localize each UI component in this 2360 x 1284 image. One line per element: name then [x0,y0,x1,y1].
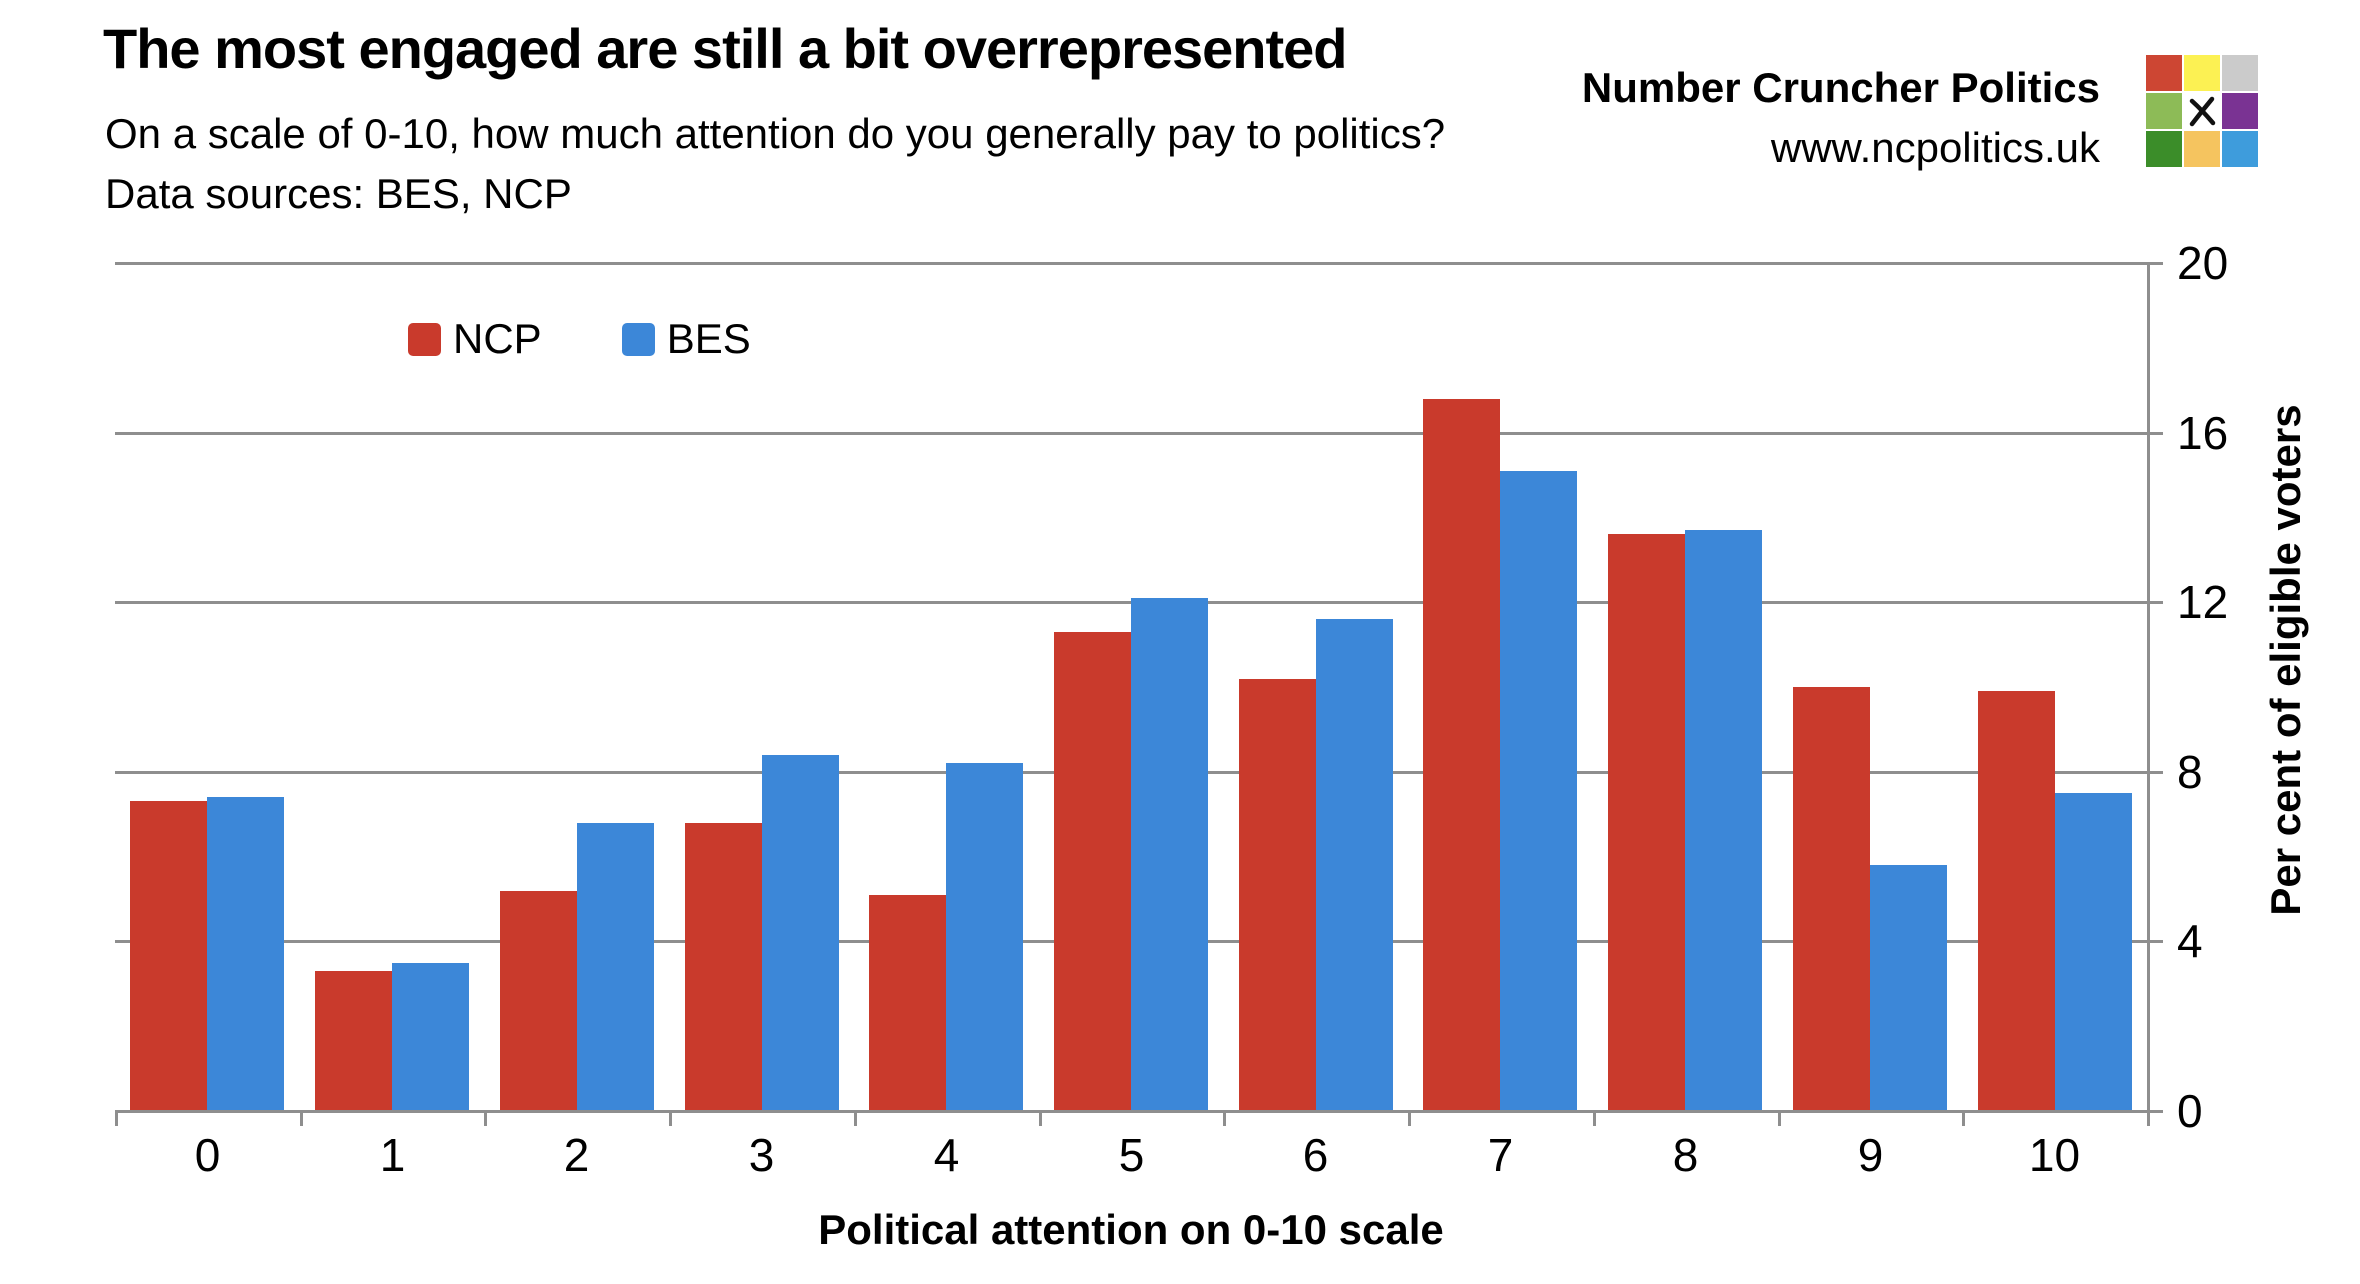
x-axis-title: Political attention on 0-10 scale [818,1206,1444,1253]
x-mark-icon [2189,96,2216,127]
x-tick-label-5: 5 [1118,1129,1145,1181]
logo-cell [2146,131,2182,167]
y-tick-label-0: 0 [2177,1085,2203,1137]
x-tick [115,1111,118,1126]
x-tick [1962,1111,1965,1126]
chart-subtitle: On a scale of 0-10, how much attention d… [105,110,1446,157]
bar-bes-1 [392,962,469,1111]
legend: NCP BES [408,315,751,363]
x-tick-label-0: 0 [194,1129,221,1181]
bar-bes-10 [2055,793,2132,1111]
y-tick [2147,601,2163,605]
y-tick-label-8: 8 [2177,745,2203,798]
y-axis-line [2147,263,2150,1125]
logo-cell [2222,55,2258,91]
y-tick [2147,1110,2163,1113]
bar-ncp-4 [869,894,946,1111]
subtitle-block: On a scale of 0-10, how much attention d… [105,104,1445,224]
x-tick-label-3: 3 [748,1129,775,1181]
x-tick [2147,1111,2150,1126]
bar-ncp-6 [1239,678,1316,1111]
bar-ncp-0 [130,801,207,1111]
x-tick-label-2: 2 [563,1129,590,1181]
x-tick [1778,1111,1781,1126]
bar-bes-8 [1685,530,1762,1111]
bar-ncp-8 [1608,534,1685,1111]
logo-cell [2184,55,2220,91]
x-tick [854,1111,857,1126]
x-tick [484,1111,487,1126]
x-tick-label-6: 6 [1302,1129,1329,1181]
logo-cell-x [2184,93,2220,129]
x-tick [1039,1111,1042,1126]
y-tick [2147,770,2163,774]
data-sources-note: Data sources: BES, NCP [105,170,572,217]
gridline-16 [115,431,2147,435]
brand-block: Number Cruncher Politics www.ncpolitics.… [1582,58,2100,178]
x-tick-label-8: 8 [1672,1129,1699,1181]
bar-bes-0 [207,797,284,1111]
bar-bes-7 [1500,470,1577,1111]
brand-url: www.ncpolitics.uk [1770,124,2100,171]
x-tick-label-9: 9 [1857,1129,1884,1181]
x-tick [669,1111,672,1126]
x-tick-label-4: 4 [933,1129,960,1181]
bar-bes-3 [762,754,839,1111]
y-tick-label-12: 12 [2177,576,2229,629]
bar-bes-9 [1870,865,1947,1111]
logo-cell [2184,131,2220,167]
y-tick [2147,940,2163,944]
bar-ncp-10 [1978,691,2055,1111]
x-tick-label-7: 7 [1487,1129,1514,1181]
logo-cell [2146,55,2182,91]
bar-ncp-2 [500,890,577,1111]
bar-ncp-7 [1423,398,1500,1111]
logo-cell [2222,131,2258,167]
ncp-logo-grid [2146,55,2258,167]
y-tick [2147,431,2163,435]
y-tick [2147,262,2163,265]
logo-cell [2146,93,2182,129]
x-tick-label-10: 10 [2028,1129,2081,1181]
y-axis-title: Per cent of eligible voters [2262,404,2309,916]
legend-item-bes: BES [621,315,751,363]
bar-bes-5 [1131,597,1208,1111]
page-title: The most engaged are still a bit overrep… [103,17,1347,80]
legend-item-ncp: NCP [408,315,542,363]
legend-swatch-bes [621,322,655,356]
x-tick [1408,1111,1411,1126]
logo-cell [2222,93,2258,129]
bar-ncp-3 [685,822,762,1111]
x-tick [1593,1111,1596,1126]
bar-ncp-9 [1793,687,1870,1111]
bar-bes-2 [577,822,654,1111]
bar-bes-6 [1316,619,1393,1111]
brand-name: Number Cruncher Politics [1581,64,2100,111]
bar-ncp-5 [1054,631,1131,1111]
gridline-20 [115,262,2147,265]
legend-swatch-ncp [408,322,441,356]
bar-ncp-1 [315,971,392,1111]
x-tick-label-1: 1 [379,1129,406,1181]
y-tick-label-16: 16 [2177,406,2229,459]
legend-label-bes: BES [666,315,751,362]
x-tick [1223,1111,1226,1126]
x-tick [300,1111,303,1126]
x-axis-line [115,1110,2150,1113]
bar-bes-4 [946,763,1023,1111]
y-tick-label-20: 20 [2177,237,2229,289]
y-tick-label-4: 4 [2177,915,2203,968]
legend-label-ncp: NCP [453,315,542,362]
